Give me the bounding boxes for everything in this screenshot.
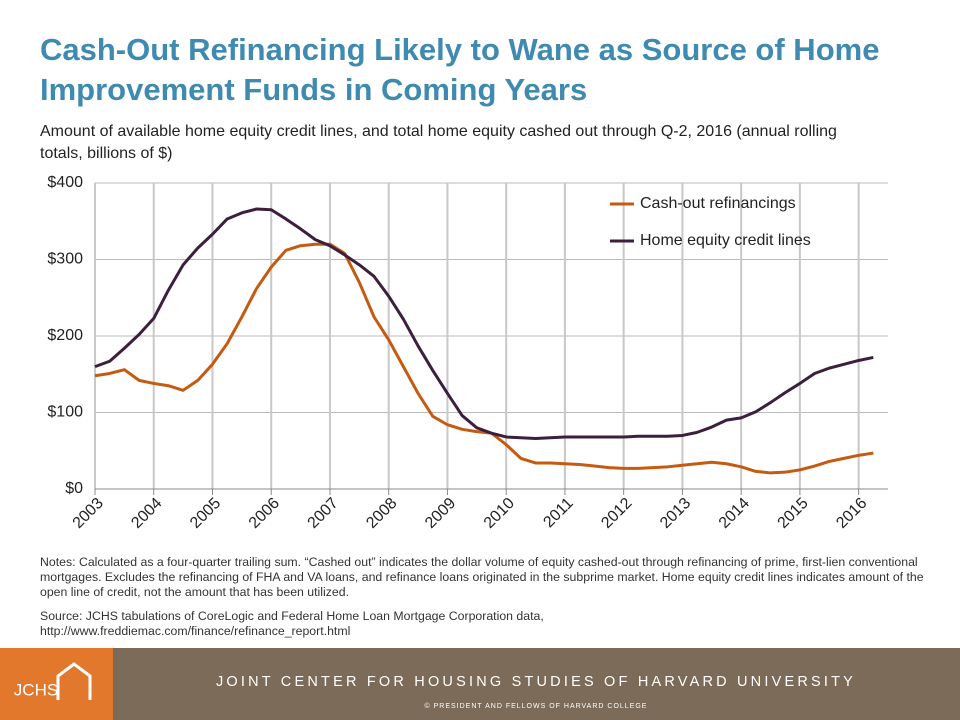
x-tick-label: 2008: [363, 495, 400, 532]
x-tick-label: 2014: [716, 495, 753, 532]
y-tick-label: $200: [47, 327, 83, 344]
y-tick-label: $100: [47, 404, 83, 421]
copyright: © PRESIDENT AND FELLOWS OF HARVARD COLLE…: [425, 702, 648, 710]
notes: Notes: Calculated as a four-quarter trai…: [40, 555, 924, 599]
x-tick-label: 2007: [305, 495, 342, 532]
logo-house: [56, 662, 92, 700]
x-tick-label: 2005: [187, 495, 224, 532]
x-tick-label: 2015: [775, 495, 812, 532]
source: Source: JCHS tabulations of CoreLogic an…: [40, 609, 544, 638]
organization: JOINT CENTER FOR HOUSING STUDIES OF HARV…: [216, 674, 856, 690]
chart-subtitle: Amount of available home equity credit l…: [40, 123, 837, 162]
x-tick-label: 2011: [540, 495, 576, 531]
logo-text: JCHS: [14, 680, 58, 699]
y-tick-label: $400: [47, 174, 83, 191]
x-tick-label: 2012: [598, 495, 635, 532]
x-tick-label: 2016: [833, 495, 870, 532]
chart-title: Cash-Out Refinancing Likely to Wane as S…: [40, 32, 880, 107]
x-tick-label: 2003: [70, 495, 107, 532]
footer-band: [113, 648, 960, 720]
series-line: [94, 207, 874, 441]
x-tick-label: 2013: [657, 495, 694, 532]
legend-label: Home equity credit lines: [640, 232, 811, 249]
x-tick-label: 2010: [481, 495, 518, 532]
y-tick-label: $300: [47, 251, 83, 268]
y-tick-label: $0: [65, 480, 83, 497]
x-tick-label: 2009: [422, 495, 459, 532]
series-line: [94, 242, 874, 475]
legend-label: Cash-out refinancings: [640, 195, 796, 212]
x-tick-label: 2004: [128, 495, 165, 532]
x-tick-label: 2006: [246, 495, 283, 532]
